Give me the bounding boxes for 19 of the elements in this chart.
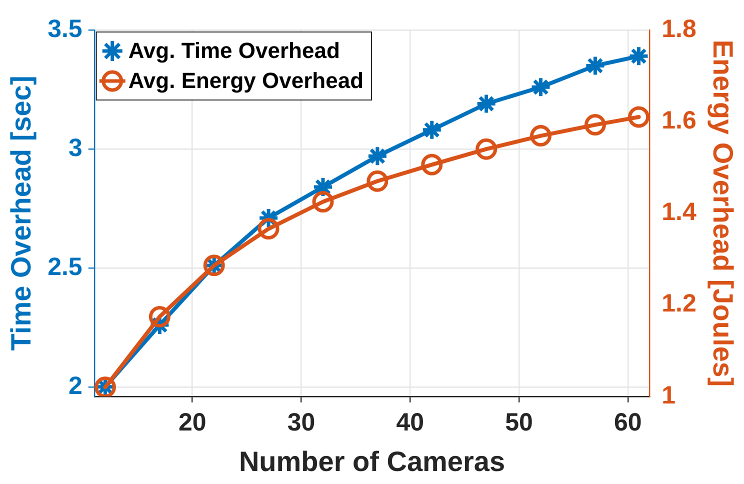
y2-tick-label: 1.2 (662, 290, 696, 318)
y2-tick-label: 1.4 (662, 198, 696, 226)
x-axis-title: Number of Cameras (238, 446, 506, 477)
x-tick-label: 40 (396, 408, 424, 436)
y-tick-label: 2.5 (48, 252, 82, 281)
legend-label: Avg. Time Overhead (128, 38, 340, 64)
x-tick-label: 30 (287, 408, 316, 436)
y2-tick-label: 1.8 (662, 14, 696, 43)
y-tick-label: 3.5 (48, 14, 82, 43)
y2-tick-label: 1.6 (662, 106, 696, 134)
legend-label: Avg. Energy Overhead (128, 68, 364, 94)
y-tick-label: 2 (68, 372, 82, 400)
x-tick-label: 60 (614, 408, 642, 436)
y2-tick-label: 1 (662, 381, 676, 410)
x-tick-label: 20 (178, 408, 206, 436)
x-tick-label: 50 (505, 408, 533, 436)
y2-axis-title: Energy Overhead [Joules] (707, 40, 738, 387)
y-axis-title: Time Overhead [sec] (6, 76, 37, 351)
y-tick-label: 3 (68, 134, 82, 162)
